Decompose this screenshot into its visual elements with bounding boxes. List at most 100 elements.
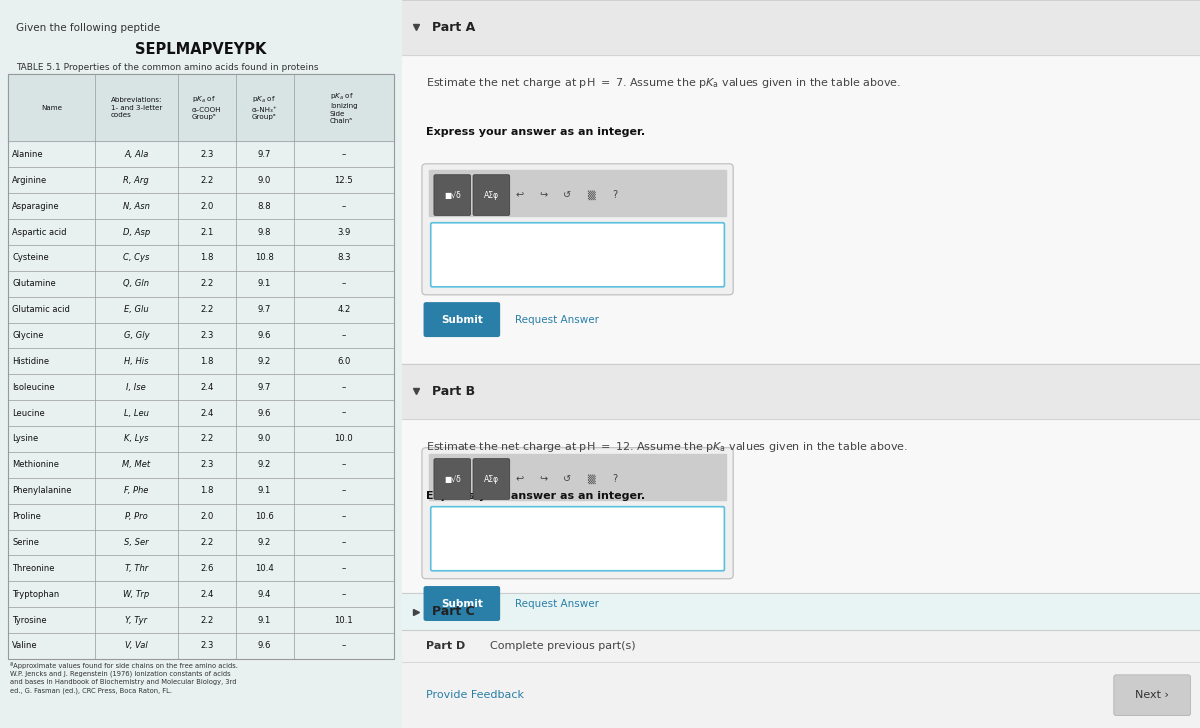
Bar (402, 662, 1200, 728)
Text: D, Asp: D, Asp (122, 228, 150, 237)
Text: 9.6: 9.6 (258, 331, 271, 340)
Text: 9.4: 9.4 (258, 590, 271, 598)
Text: AΣφ: AΣφ (484, 191, 499, 199)
Text: Valine: Valine (12, 641, 37, 650)
Text: ■√δ: ■√δ (444, 191, 461, 199)
Text: ▒: ▒ (587, 474, 595, 484)
Text: Part D: Part D (426, 641, 466, 651)
Text: Part C: Part C (432, 605, 475, 618)
Text: –: – (342, 150, 346, 159)
Text: Isoleucine: Isoleucine (12, 383, 55, 392)
FancyBboxPatch shape (424, 302, 500, 337)
Text: 12.5: 12.5 (335, 175, 353, 185)
Text: 2.4: 2.4 (200, 383, 214, 392)
FancyBboxPatch shape (422, 164, 733, 295)
Text: Alanine: Alanine (12, 150, 43, 159)
Text: Cysteine: Cysteine (12, 253, 49, 262)
Text: 2.3: 2.3 (200, 331, 214, 340)
Text: G, Gly: G, Gly (124, 331, 149, 340)
Text: 10.1: 10.1 (335, 616, 353, 625)
Text: H, His: H, His (124, 357, 149, 366)
Text: Glutamic acid: Glutamic acid (12, 305, 70, 314)
Text: 8.3: 8.3 (337, 253, 350, 262)
Text: 9.1: 9.1 (258, 280, 271, 288)
Text: p$K_a$ of
Ionizing
Side
Chainᵃ: p$K_a$ of Ionizing Side Chainᵃ (330, 92, 358, 124)
Text: M, Met: M, Met (122, 460, 150, 470)
Text: 2.2: 2.2 (200, 305, 214, 314)
Text: 9.7: 9.7 (258, 383, 271, 392)
Text: Glutamine: Glutamine (12, 280, 56, 288)
Text: 2.3: 2.3 (200, 460, 214, 470)
Text: 2.4: 2.4 (200, 590, 214, 598)
Text: 2.2: 2.2 (200, 616, 214, 625)
Text: 6.0: 6.0 (337, 357, 350, 366)
Text: E, Glu: E, Glu (124, 305, 149, 314)
Text: ªApproximate values found for side chains on the free amino acids.
W.P. Jencks a: ªApproximate values found for side chain… (10, 662, 238, 694)
Text: 10.4: 10.4 (256, 563, 274, 573)
Text: –: – (342, 460, 346, 470)
Text: 2.2: 2.2 (200, 280, 214, 288)
Text: –: – (342, 590, 346, 598)
Text: ?: ? (612, 474, 618, 484)
Text: I, Ise: I, Ise (126, 383, 146, 392)
Text: C, Cys: C, Cys (124, 253, 150, 262)
Text: 9.7: 9.7 (258, 150, 271, 159)
Text: 9.0: 9.0 (258, 175, 271, 185)
Text: Request Answer: Request Answer (515, 314, 599, 325)
Text: Part B: Part B (432, 385, 475, 397)
Text: Arginine: Arginine (12, 175, 47, 185)
Text: TABLE 5.1 Properties of the common amino acids found in proteins: TABLE 5.1 Properties of the common amino… (16, 63, 318, 71)
Text: Y, Tyr: Y, Tyr (125, 616, 148, 625)
Text: Abbreviations:
1- and 3-letter
codes: Abbreviations: 1- and 3-letter codes (110, 98, 162, 119)
Text: Histidine: Histidine (12, 357, 49, 366)
Text: Provide Feedback: Provide Feedback (426, 690, 524, 700)
Text: F, Phe: F, Phe (124, 486, 149, 495)
Text: ?: ? (612, 190, 618, 200)
Bar (430, 170, 726, 216)
Text: Request Answer: Request Answer (515, 598, 599, 609)
Text: ■√δ: ■√δ (444, 475, 461, 483)
Text: 10.0: 10.0 (335, 435, 353, 443)
Text: 2.0: 2.0 (200, 202, 214, 210)
Text: Tyrosine: Tyrosine (12, 616, 47, 625)
Bar (402, 364, 1200, 419)
FancyBboxPatch shape (422, 448, 733, 579)
Text: –: – (342, 280, 346, 288)
Text: 2.4: 2.4 (200, 408, 214, 418)
Text: ↩: ↩ (515, 190, 523, 200)
Text: Phenylalanine: Phenylalanine (12, 486, 72, 495)
Text: T, Thr: T, Thr (125, 563, 148, 573)
Text: ↪: ↪ (539, 474, 547, 484)
Text: Express your answer as an integer.: Express your answer as an integer. (426, 491, 646, 502)
Bar (402, 55, 1200, 364)
Text: –: – (342, 538, 346, 547)
Text: Name: Name (41, 105, 62, 111)
Text: p$K_a$ of
α–COOH
Groupᵃ: p$K_a$ of α–COOH Groupᵃ (192, 95, 222, 120)
Bar (402, 0, 1200, 55)
FancyBboxPatch shape (434, 175, 470, 215)
Bar (8, 74, 394, 141)
Text: –: – (342, 486, 346, 495)
Text: 1.8: 1.8 (200, 357, 214, 366)
Text: Proline: Proline (12, 512, 41, 521)
Text: K, Lys: K, Lys (124, 435, 149, 443)
Text: Submit: Submit (440, 314, 482, 325)
Text: Express your answer as an integer.: Express your answer as an integer. (426, 127, 646, 138)
Text: V, Val: V, Val (125, 641, 148, 650)
Text: 10.6: 10.6 (256, 512, 274, 521)
Text: Methionine: Methionine (12, 460, 59, 470)
Text: –: – (342, 331, 346, 340)
Text: 9.6: 9.6 (258, 641, 271, 650)
Text: 10.8: 10.8 (256, 253, 274, 262)
Text: Estimate the net charge at pH $=$ 7. Assume the p$K_{\mathrm{a}}$ values given i: Estimate the net charge at pH $=$ 7. Ass… (426, 76, 901, 90)
Text: L, Leu: L, Leu (124, 408, 149, 418)
Text: AΣφ: AΣφ (484, 475, 499, 483)
Bar (402, 630, 1200, 662)
Text: 2.3: 2.3 (200, 641, 214, 650)
Text: 9.1: 9.1 (258, 486, 271, 495)
Text: 2.2: 2.2 (200, 538, 214, 547)
FancyBboxPatch shape (434, 459, 470, 499)
Text: 2.2: 2.2 (200, 435, 214, 443)
Text: R, Arg: R, Arg (124, 175, 149, 185)
Text: Glycine: Glycine (12, 331, 43, 340)
